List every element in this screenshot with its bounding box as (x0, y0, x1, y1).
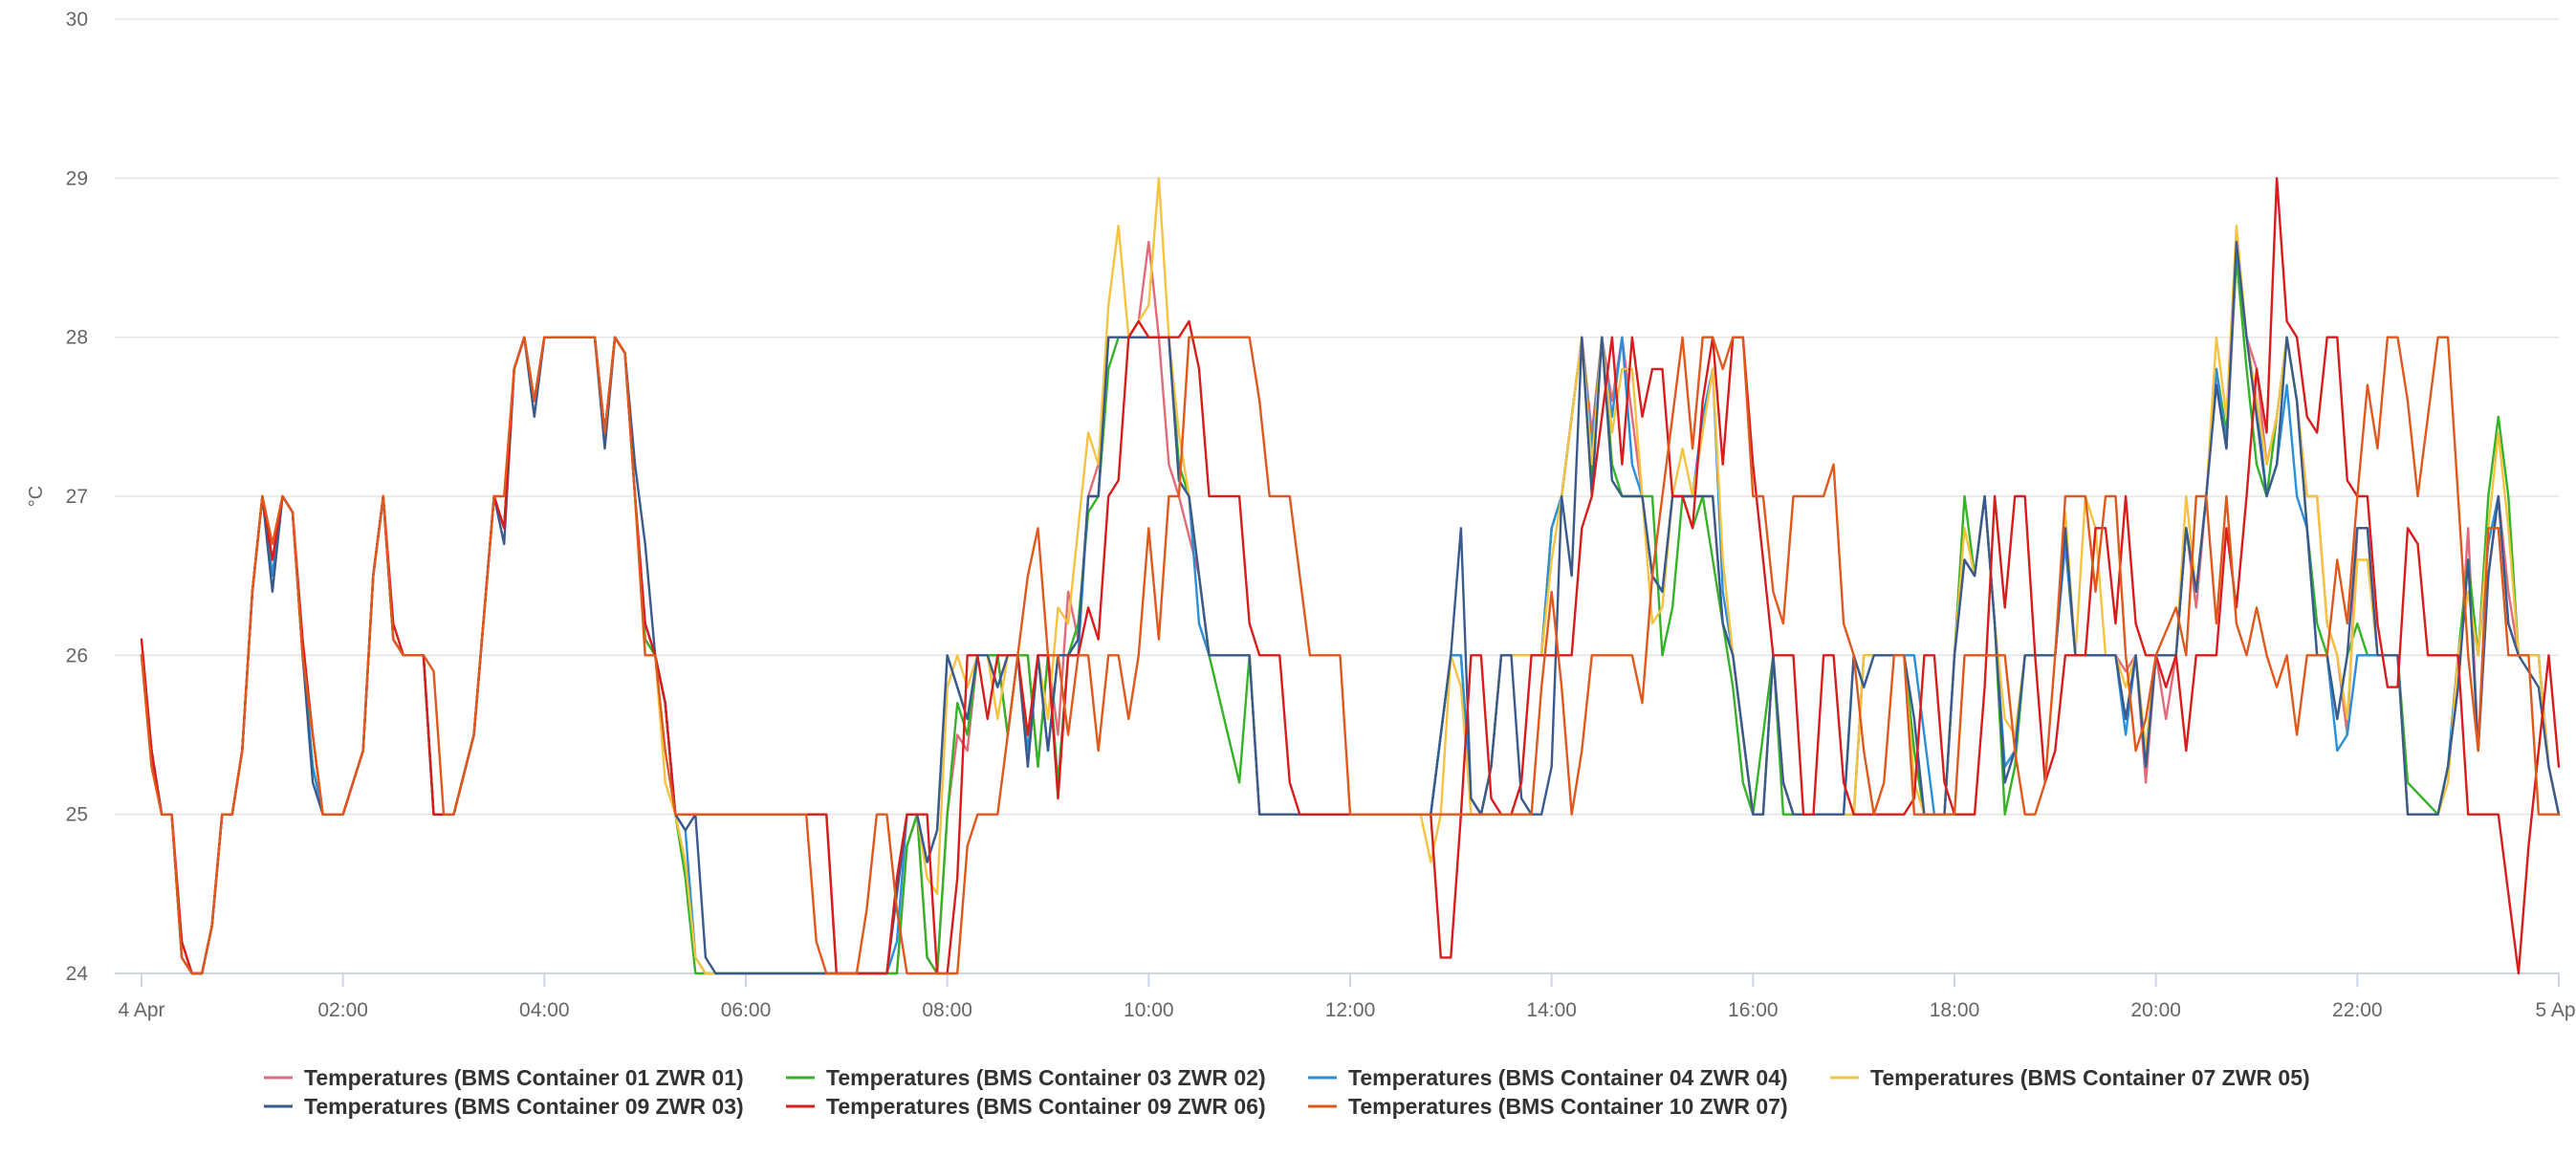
x-tick-label: 06:00 (721, 999, 772, 1021)
x-tick-label: 14:00 (1526, 999, 1577, 1021)
series-line-6 (140, 177, 2561, 975)
legend-item[interactable]: Temperatures (BMS Container 09 ZWR 03) (264, 1094, 744, 1119)
y-axis: 24 25 26 27 28 29 30 °C (26, 9, 88, 985)
x-tick-label: 4 Apr (118, 999, 164, 1021)
series-lines (140, 177, 2561, 975)
legend-label: Temperatures (BMS Container 09 ZWR 03) (304, 1094, 744, 1119)
y-tick-label: 30 (66, 9, 88, 31)
y-tick-label: 29 (66, 167, 88, 189)
legend[interactable]: Temperatures (BMS Container 01 ZWR 01) Te… (264, 1065, 2310, 1119)
x-tick-label: 08:00 (922, 999, 972, 1021)
x-axis: 4 Apr 02:00 04:00 06:00 08:00 10:00 12:00 14:00… (115, 972, 2576, 1021)
legend-label: Temperatures (BMS Container 01 ZWR 01) (304, 1065, 744, 1090)
x-tick-label: 20:00 (2130, 999, 2181, 1021)
x-tick-label: 04:00 (519, 999, 570, 1021)
series-line-2 (140, 256, 2561, 975)
y-tick-label: 27 (66, 486, 88, 508)
legend-label: Temperatures (BMS Container 09 ZWR 06) (826, 1094, 1266, 1119)
x-tick-label: 12:00 (1325, 999, 1376, 1021)
x-tick-label: 16:00 (1728, 999, 1779, 1021)
x-tick-label: 10:00 (1124, 999, 1174, 1021)
x-tick-label: 5 Apr (2535, 999, 2576, 1021)
y-tick-label: 24 (66, 963, 89, 985)
x-tick-label: 18:00 (1930, 999, 1980, 1021)
y-tick-label: 26 (66, 644, 88, 666)
series-line-1 (140, 240, 2561, 975)
series-line-4 (140, 177, 2561, 975)
y-tick-label: 28 (66, 327, 88, 349)
x-tick-label: 02:00 (317, 999, 368, 1021)
legend-label: Temperatures (BMS Container 07 ZWR 05) (1870, 1065, 2310, 1090)
legend-label: Temperatures (BMS Container 03 ZWR 02) (826, 1065, 1266, 1090)
legend-item[interactable]: Temperatures (BMS Container 04 ZWR 04) (1308, 1065, 1788, 1090)
y-axis-unit-label: °C (26, 486, 47, 507)
legend-item[interactable]: Temperatures (BMS Container 01 ZWR 01) (264, 1065, 744, 1090)
gridlines (115, 18, 2559, 816)
series-line-7 (140, 336, 2561, 975)
legend-item[interactable]: Temperatures (BMS Container 07 ZWR 05) (1830, 1065, 2310, 1090)
legend-label: Temperatures (BMS Container 04 ZWR 04) (1348, 1065, 1788, 1090)
legend-item[interactable]: Temperatures (BMS Container 10 ZWR 07) (1308, 1094, 1788, 1119)
y-tick-label: 25 (66, 804, 88, 826)
legend-label: Temperatures (BMS Container 10 ZWR 07) (1348, 1094, 1788, 1119)
x-tick-label: 22:00 (2332, 999, 2383, 1021)
legend-item[interactable]: Temperatures (BMS Container 03 ZWR 02) (786, 1065, 1266, 1090)
legend-item[interactable]: Temperatures (BMS Container 09 ZWR 06) (786, 1094, 1266, 1119)
